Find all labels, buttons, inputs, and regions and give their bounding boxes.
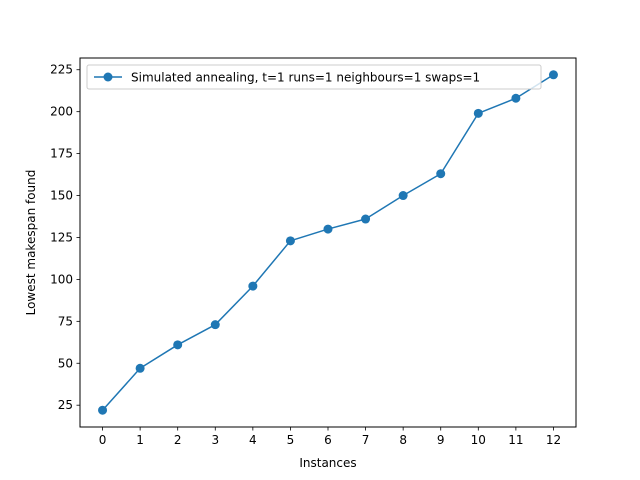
data-point — [173, 340, 183, 350]
x-axis-ticks: 0 1 2 3 4 5 6 7 8 9 10 11 12 — [99, 427, 561, 447]
x-tick-label: 2 — [174, 433, 182, 447]
data-point — [548, 70, 558, 80]
data-point — [210, 320, 220, 330]
y-tick-label: 50 — [58, 356, 73, 370]
x-tick-label: 3 — [211, 433, 219, 447]
plot-frame — [79, 57, 577, 428]
x-tick-label: 5 — [287, 433, 295, 447]
y-tick-label: 125 — [50, 230, 73, 244]
y-tick-label: 25 — [58, 398, 73, 412]
y-tick-label: 200 — [50, 105, 73, 119]
data-point — [98, 405, 108, 415]
x-tick-label: 11 — [508, 433, 523, 447]
data-point — [135, 363, 145, 373]
y-tick-label: 75 — [58, 314, 73, 328]
x-tick-label: 6 — [324, 433, 332, 447]
plot-area — [80, 58, 576, 427]
y-tick-label: 225 — [50, 63, 73, 77]
data-point — [473, 108, 483, 118]
data-point — [248, 281, 258, 291]
data-point — [323, 224, 333, 234]
x-tick-label: 8 — [399, 433, 407, 447]
data-point — [511, 93, 521, 103]
data-point — [398, 191, 408, 201]
x-tick-label: 10 — [471, 433, 486, 447]
data-point — [361, 214, 371, 224]
x-tick-label: 0 — [99, 433, 107, 447]
x-tick-label: 1 — [136, 433, 144, 447]
x-tick-label: 4 — [249, 433, 257, 447]
data-point — [436, 169, 446, 179]
y-tick-label: 100 — [50, 272, 73, 286]
y-tick-label: 175 — [50, 147, 73, 161]
x-tick-label: 7 — [362, 433, 370, 447]
data-point — [285, 236, 295, 246]
y-tick-label: 150 — [50, 189, 73, 203]
legend-marker-swatch — [103, 72, 113, 82]
x-tick-label: 9 — [437, 433, 445, 447]
legend: Simulated annealing, t=1 runs=1 neighbou… — [86, 64, 542, 90]
x-tick-label: 12 — [546, 433, 561, 447]
series-layer — [98, 70, 558, 415]
legend-box — [86, 64, 542, 90]
y-axis-ticks: 25 50 75 100 125 150 175 200 225 — [50, 63, 80, 412]
y-axis-label: Lowest makespan found — [24, 170, 38, 316]
x-axis-label: Instances — [299, 456, 356, 470]
legend-label: Simulated annealing, t=1 runs=1 neighbou… — [131, 71, 480, 85]
